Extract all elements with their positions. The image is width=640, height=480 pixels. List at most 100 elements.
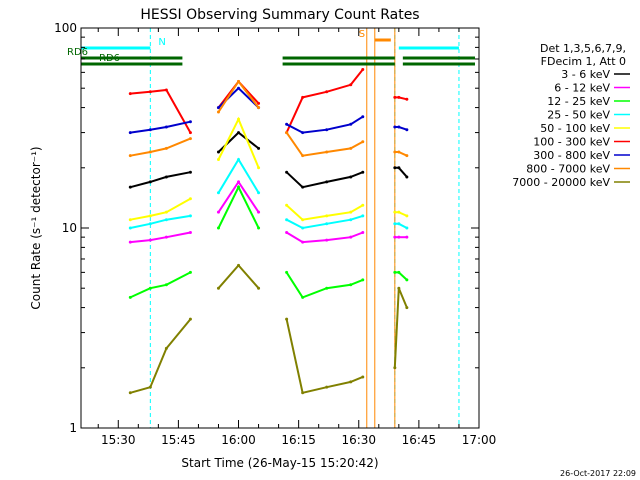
legend-header-line-2: FDecim 1, Att 0 xyxy=(541,55,626,68)
data-point xyxy=(164,88,168,92)
data-point xyxy=(405,175,409,179)
data-point xyxy=(301,154,305,158)
legend-entry-label: 100 - 300 keV xyxy=(533,136,610,149)
x-axis-label: Start Time (26-May-15 15:20:42) xyxy=(181,456,378,470)
legend-entry-label: 25 - 50 keV xyxy=(547,109,610,122)
data-point xyxy=(301,295,305,299)
data-point xyxy=(349,235,353,239)
data-point xyxy=(216,191,220,195)
data-point xyxy=(325,150,329,154)
flag-label: RD6 xyxy=(67,47,88,58)
series-line xyxy=(130,214,191,229)
data-point xyxy=(148,180,152,184)
data-point xyxy=(361,115,365,119)
plot-frame xyxy=(80,27,480,429)
data-point xyxy=(285,230,289,234)
data-point xyxy=(349,380,353,384)
data-point xyxy=(237,80,241,84)
data-point xyxy=(325,385,329,389)
series-line xyxy=(130,231,191,244)
data-point xyxy=(325,286,329,290)
data-point xyxy=(393,366,397,370)
data-point xyxy=(164,210,168,214)
data-point xyxy=(164,146,168,150)
data-point xyxy=(349,122,353,126)
data-point xyxy=(148,385,152,389)
data-point xyxy=(393,235,397,239)
data-point xyxy=(285,203,289,207)
series-line xyxy=(394,222,408,229)
data-point xyxy=(188,120,192,124)
plot-area: N RD6 RD6 S xyxy=(67,28,475,428)
data-point xyxy=(397,222,401,226)
data-point xyxy=(349,146,353,150)
data-point xyxy=(188,317,192,321)
x-tick-label: 15:45 xyxy=(161,433,196,447)
data-point xyxy=(128,218,132,222)
x-tick-label: 16:45 xyxy=(402,433,437,447)
data-point xyxy=(301,240,305,244)
data-point xyxy=(393,210,397,214)
data-point xyxy=(397,270,401,274)
data-point xyxy=(148,90,152,94)
data-point xyxy=(285,170,289,174)
data-point xyxy=(325,128,329,132)
series-line xyxy=(394,166,408,178)
data-point xyxy=(361,214,365,218)
data-point xyxy=(405,214,409,218)
data-point xyxy=(237,263,241,267)
data-point xyxy=(216,286,220,290)
data-point xyxy=(164,125,168,129)
x-tick-label: 16:30 xyxy=(341,433,376,447)
data-point xyxy=(257,191,261,195)
data-point xyxy=(301,391,305,395)
data-point xyxy=(148,238,152,242)
data-point xyxy=(257,286,261,290)
data-point xyxy=(405,97,409,101)
y-axis: 1 10 100 xyxy=(54,21,479,435)
data-point xyxy=(393,166,397,170)
x-tick-label: 16:15 xyxy=(281,433,316,447)
data-point xyxy=(188,270,192,274)
data-point xyxy=(188,230,192,234)
data-point xyxy=(361,375,365,379)
data-point xyxy=(301,218,305,222)
data-point xyxy=(285,131,289,135)
data-point xyxy=(325,214,329,218)
y-tick-label: 1 xyxy=(69,421,77,435)
x-tick-label: 15:30 xyxy=(101,433,136,447)
series-line xyxy=(394,126,408,131)
data-point xyxy=(257,101,261,105)
series-line xyxy=(130,318,192,394)
data-point xyxy=(128,295,132,299)
data-point xyxy=(188,214,192,218)
data-point xyxy=(128,185,132,189)
data-point xyxy=(361,68,365,72)
data-point xyxy=(349,210,353,214)
series-line xyxy=(217,184,260,229)
x-axis: 15:30 15:45 16:00 16:15 16:30 16:45 17:00 xyxy=(97,28,496,447)
legend-entry-label: 800 - 7000 keV xyxy=(526,163,610,176)
data-point xyxy=(325,180,329,184)
data-point xyxy=(164,346,168,350)
data-point xyxy=(361,278,365,282)
legend: Det 1,3,5,6,7,9, FDecim 1, Att 0 3 - 6 k… xyxy=(512,42,630,189)
data-point xyxy=(164,283,168,287)
data-point xyxy=(216,210,220,214)
data-point xyxy=(148,286,152,290)
data-point xyxy=(325,238,329,242)
data-point xyxy=(405,226,409,230)
legend-entry-label: 300 - 800 keV xyxy=(533,149,610,162)
data-point xyxy=(285,122,289,126)
data-point xyxy=(397,166,401,170)
data-point xyxy=(325,90,329,94)
data-point xyxy=(397,210,401,214)
data-point xyxy=(188,137,192,141)
data-point xyxy=(405,235,409,239)
legend-entry-label: 50 - 100 keV xyxy=(540,122,610,135)
data-point xyxy=(405,306,409,310)
data-point xyxy=(285,218,289,222)
data-point xyxy=(393,95,397,99)
legend-entry-label: 6 - 12 keV xyxy=(554,82,610,95)
data-point xyxy=(128,226,132,230)
